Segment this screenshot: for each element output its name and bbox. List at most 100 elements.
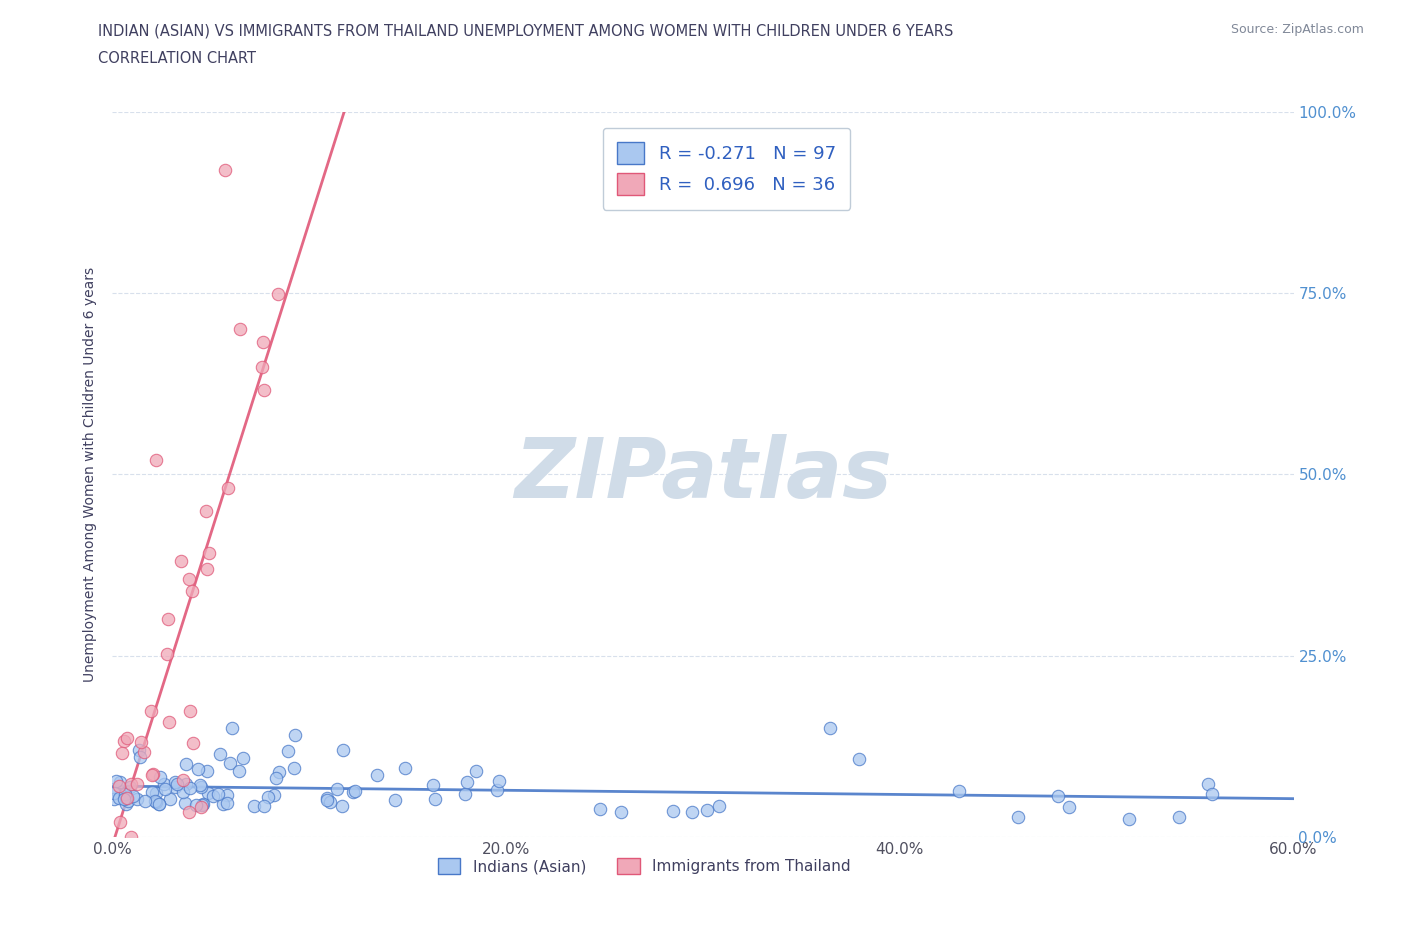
Point <box>283 761 305 776</box>
Point <box>111 746 134 761</box>
Point <box>145 452 167 467</box>
Point <box>153 777 176 791</box>
Point <box>156 612 179 627</box>
Point <box>172 773 194 788</box>
Point <box>252 334 274 349</box>
Point <box>344 784 367 799</box>
Point <box>232 751 254 765</box>
Point <box>948 784 970 799</box>
Point <box>207 787 229 802</box>
Point <box>194 504 217 519</box>
Point <box>181 583 204 598</box>
Point <box>108 815 131 830</box>
Point <box>465 764 488 778</box>
Point <box>141 784 163 799</box>
Point <box>174 777 197 791</box>
Point <box>122 789 145 804</box>
Point <box>1007 810 1029 825</box>
Point <box>163 780 186 795</box>
Point <box>848 751 870 766</box>
Point <box>125 792 148 807</box>
Point <box>228 764 250 778</box>
Point <box>179 703 201 718</box>
Point <box>681 805 703 820</box>
Point <box>115 790 138 805</box>
Point <box>256 790 278 804</box>
Point <box>177 572 200 587</box>
Point <box>128 750 150 764</box>
Point <box>267 286 290 301</box>
Point <box>108 790 131 805</box>
Point <box>454 787 477 802</box>
Point <box>190 800 212 815</box>
Point <box>342 785 364 800</box>
Point <box>610 804 633 819</box>
Point <box>253 798 276 813</box>
Point <box>120 777 142 791</box>
Point <box>141 704 163 719</box>
Point <box>1118 812 1140 827</box>
Point <box>325 781 347 796</box>
Point <box>214 162 236 177</box>
Point <box>190 779 212 794</box>
Point <box>134 745 156 760</box>
Point <box>174 795 197 810</box>
Point <box>1167 810 1189 825</box>
Point <box>696 803 718 817</box>
Point <box>114 786 136 801</box>
Point <box>103 786 125 801</box>
Point <box>153 782 176 797</box>
Point <box>195 562 218 577</box>
Point <box>215 795 238 810</box>
Y-axis label: Unemployment Among Women with Children Under 6 years: Unemployment Among Women with Children U… <box>83 267 97 682</box>
Point <box>316 790 339 805</box>
Point <box>159 791 181 806</box>
Point <box>187 762 209 777</box>
Point <box>284 728 307 743</box>
Point <box>191 797 214 812</box>
Point <box>103 781 125 796</box>
Point <box>263 787 285 802</box>
Point <box>422 777 444 792</box>
Point <box>177 804 200 819</box>
Point <box>195 764 218 778</box>
Point <box>221 721 243 736</box>
Point <box>209 747 232 762</box>
Point <box>818 721 841 736</box>
Point <box>191 798 214 813</box>
Point <box>243 799 266 814</box>
Point <box>217 481 239 496</box>
Point <box>212 797 235 812</box>
Point <box>157 714 180 729</box>
Point <box>707 799 730 814</box>
Point <box>148 797 170 812</box>
Point <box>485 782 508 797</box>
Point <box>252 382 274 397</box>
Text: ZIPatlas: ZIPatlas <box>515 433 891 515</box>
Point <box>319 794 342 809</box>
Point <box>661 804 683 818</box>
Point <box>384 792 406 807</box>
Point <box>488 774 510 789</box>
Point <box>170 554 193 569</box>
Point <box>112 734 135 749</box>
Point <box>198 545 221 560</box>
Point <box>332 742 354 757</box>
Point <box>588 801 610 816</box>
Point <box>120 830 142 844</box>
Point <box>145 785 167 800</box>
Point <box>174 756 197 771</box>
Point <box>163 775 186 790</box>
Point <box>316 792 339 807</box>
Point <box>252 359 274 374</box>
Point <box>115 796 138 811</box>
Point <box>114 788 136 803</box>
Point <box>117 793 139 808</box>
Point <box>269 764 291 779</box>
Point <box>197 785 219 800</box>
Point <box>1059 800 1081 815</box>
Point <box>156 646 179 661</box>
Point <box>202 789 225 804</box>
Point <box>229 322 252 337</box>
Text: CORRELATION CHART: CORRELATION CHART <box>98 51 256 66</box>
